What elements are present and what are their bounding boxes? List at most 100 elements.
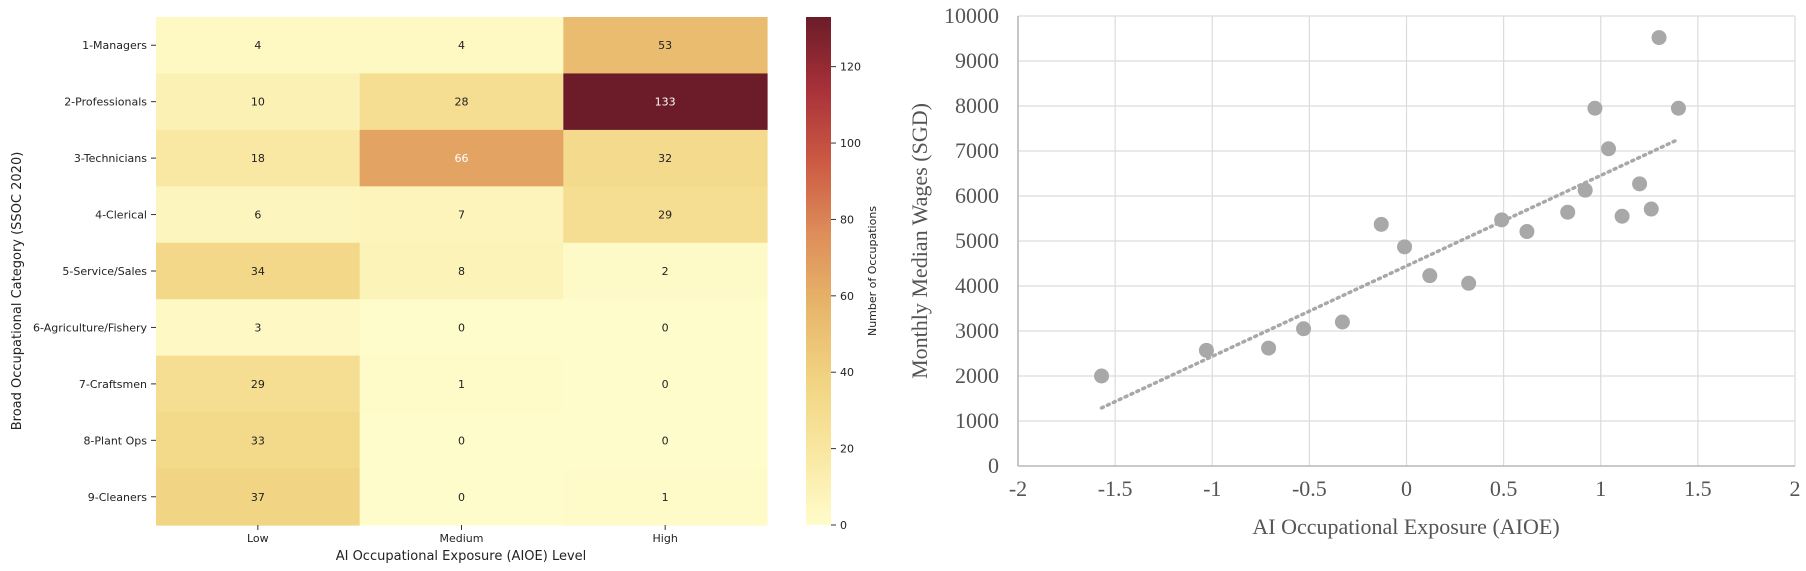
- colorbar-tick-label: 80: [840, 213, 854, 226]
- colorbar-label: Number of Occupations: [866, 206, 879, 336]
- heatmap-cell-value: 18: [251, 152, 265, 165]
- scatter-y-tick-label: 8000: [955, 93, 999, 118]
- heatmap-cell-value: 6: [254, 209, 261, 222]
- heatmap-cell: [156, 242, 361, 300]
- heatmap-cell: [156, 355, 361, 413]
- scatter-x-tick-label: 1: [1595, 476, 1606, 501]
- scatter-x-tick-label: 0: [1401, 476, 1412, 501]
- heatmap-cell: [359, 468, 564, 526]
- heatmap-cell-value: 3: [254, 321, 261, 334]
- scatter-point: [1577, 182, 1593, 198]
- scatter-x-axis-label: AI Occupational Exposure (AIOE): [1252, 514, 1559, 539]
- scatter-x-tick-labels: -2 -1.5 -1 -0.5 0 0.5 1 1.5 2: [1009, 476, 1801, 501]
- heatmap-row-label: 5-Service/Sales: [62, 265, 147, 278]
- colorbar-tick-label: 20: [840, 443, 854, 456]
- heatmap-cell: [563, 299, 768, 357]
- heatmap-cell: [563, 355, 768, 413]
- heatmap-cell: [156, 129, 361, 187]
- heatmap-cell: [156, 186, 361, 244]
- scatter-point: [1373, 216, 1389, 232]
- scatter-x-tick-label: 0.5: [1490, 476, 1518, 501]
- heatmap-cell-value: 10: [251, 96, 265, 109]
- heatmap-column-labels: Low Medium High: [247, 525, 678, 545]
- heatmap-cell: [156, 468, 361, 526]
- heatmap-cell: [156, 73, 361, 131]
- scatter-point: [1494, 212, 1510, 228]
- scatter-point: [1651, 30, 1667, 46]
- scatter-trendline: [1099, 137, 1681, 410]
- colorbar-tick-label: 100: [840, 137, 861, 150]
- heatmap-cell-value: 0: [662, 321, 669, 334]
- scatter-y-tick-label: 6000: [955, 183, 999, 208]
- heatmap-cell: [563, 412, 768, 470]
- heatmap-cell-value: 0: [662, 434, 669, 447]
- heatmap-cell-value: 66: [455, 152, 469, 165]
- scatter-y-tick-label: 7000: [955, 138, 999, 163]
- heatmap-cell: [563, 129, 768, 187]
- scatter-x-tick-label: -0.5: [1292, 476, 1327, 501]
- heatmap-row-label: 2-Professionals: [64, 96, 147, 109]
- heatmap-row-label: 6-Agriculture/Fishery: [33, 321, 148, 334]
- heatmap-cell-value: 29: [658, 209, 672, 222]
- heatmap-cell-value: 7: [458, 209, 465, 222]
- heatmap-cell: [156, 299, 361, 357]
- scatter-point: [1422, 268, 1438, 284]
- scatter-point: [1601, 141, 1617, 157]
- heatmap-column-label: Medium: [440, 532, 484, 545]
- scatter-x-tick-label: 2: [1790, 476, 1801, 501]
- heatmap-cell: [563, 186, 768, 244]
- heatmap-cell: [359, 242, 564, 300]
- scatter-point: [1643, 201, 1659, 217]
- scatter-point: [1397, 239, 1413, 255]
- heatmap-cell: [359, 186, 564, 244]
- scatter-point: [1587, 100, 1603, 116]
- heatmap-cell: [563, 17, 768, 75]
- scatter-x-tick-label: -1: [1203, 476, 1221, 501]
- scatter-point: [1334, 314, 1350, 330]
- scatter-x-tick-label: -2: [1009, 476, 1027, 501]
- scatter-points: [1094, 30, 1686, 384]
- heatmap-column-label: Low: [247, 532, 269, 545]
- scatter-point: [1461, 275, 1477, 291]
- colorbar-tick-label: 120: [840, 61, 861, 74]
- scatter-point: [1670, 100, 1686, 116]
- scatter-y-axis-label: Monthly Median Wages (SGD): [907, 103, 932, 379]
- heatmap-cell-value: 0: [458, 434, 465, 447]
- scatter-chart: -2 -1.5 -1 -0.5 0 0.5 1 1.5 2 0 1000 2000 3000 4000 5…: [907, 3, 1801, 539]
- heatmap-cell: [359, 412, 564, 470]
- heatmap-column-label: High: [653, 532, 678, 545]
- scatter-y-tick-label: 3000: [955, 318, 999, 343]
- heatmap-cell-value: 4: [254, 39, 261, 52]
- scatter-point: [1094, 368, 1110, 384]
- heatmap-x-axis-label: AI Occupational Exposure (AIOE) Level: [336, 549, 587, 564]
- heatmap-cell: [563, 73, 768, 131]
- scatter-point: [1296, 321, 1312, 337]
- heatmap-cell-value: 133: [655, 96, 676, 109]
- heatmap-cell-value: 34: [251, 265, 265, 278]
- heatmap-row-label: 7-Craftsmen: [79, 378, 147, 391]
- heatmap-row-label: 4-Clerical: [95, 209, 147, 222]
- scatter-y-tick-label: 4000: [955, 273, 999, 298]
- heatmap-cell: [359, 129, 564, 187]
- heatmap-cell: [359, 17, 564, 75]
- scatter-y-tick-label: 0: [988, 453, 999, 478]
- heatmap-cell-value: 1: [662, 491, 669, 504]
- heatmap-cell-value: 28: [455, 96, 469, 109]
- heatmap-cell-value: 33: [251, 434, 265, 447]
- heatmap-cell-value: 29: [251, 378, 265, 391]
- colorbar-tick-label: 0: [840, 519, 847, 532]
- colorbar-tick-label: 60: [840, 290, 854, 303]
- heatmap-cell-value: 4: [458, 39, 465, 52]
- heatmap-cell: [359, 355, 564, 413]
- colorbar-tick-label: 40: [840, 366, 854, 379]
- heatmap-cell: [156, 17, 361, 75]
- scatter-x-tick-label: -1.5: [1098, 476, 1133, 501]
- heatmap-row-label: 3-Technicians: [74, 152, 147, 165]
- heatmap-cell-value: 32: [658, 152, 672, 165]
- scatter-y-tick-label: 9000: [955, 48, 999, 73]
- heatmap-row-label: 1-Managers: [82, 39, 147, 52]
- scatter-y-tick-label: 10000: [944, 3, 999, 28]
- heatmap-cell: [563, 242, 768, 300]
